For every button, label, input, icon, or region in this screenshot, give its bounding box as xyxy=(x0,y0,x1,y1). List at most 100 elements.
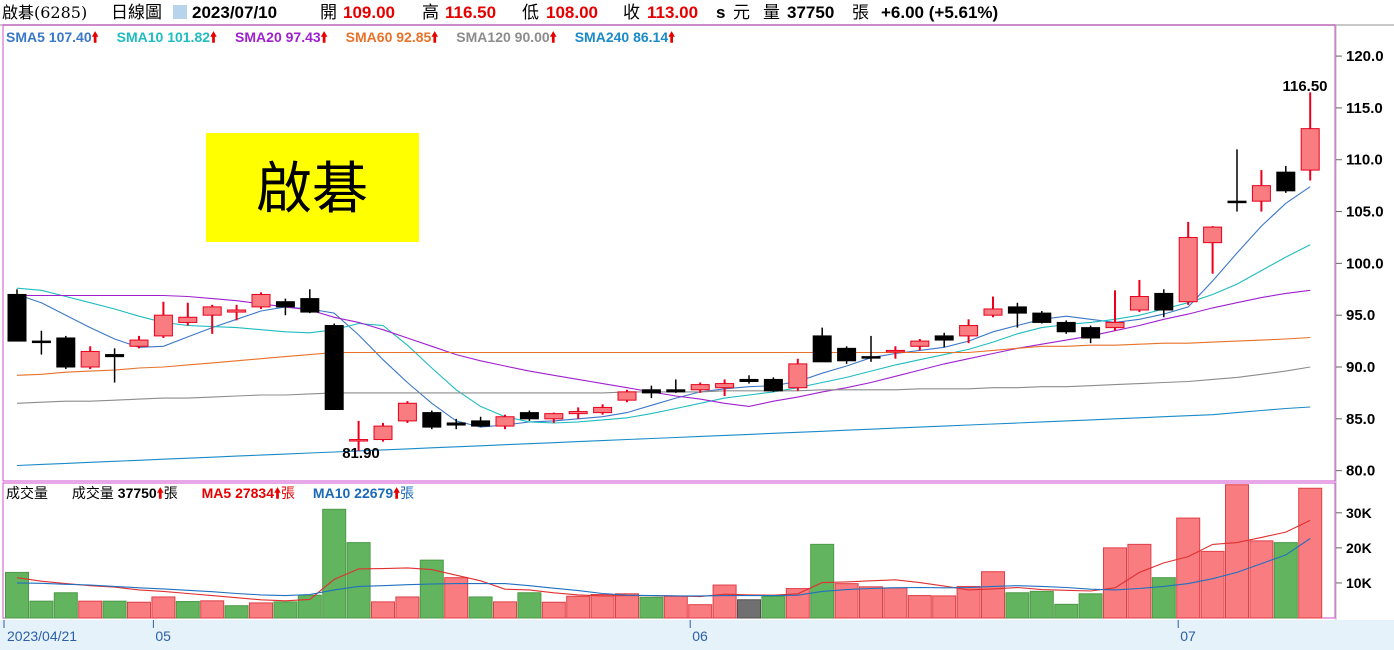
candle xyxy=(227,304,247,321)
volume-bar xyxy=(346,542,371,619)
low-marker-label: 81.90 xyxy=(342,445,380,462)
volume-legend-unit: 張 xyxy=(163,485,178,501)
price-tick-label: 120.0 xyxy=(1346,48,1384,65)
sma-line-sma5 xyxy=(16,186,1311,428)
high-marker-label: 116.50 xyxy=(1282,78,1327,95)
sma-legend-item-sma240: SMA240 86.14🠙 xyxy=(575,29,675,45)
candle-body xyxy=(837,347,857,362)
close-label: 收 xyxy=(623,3,640,22)
candle xyxy=(202,304,222,334)
candle-body xyxy=(251,293,271,308)
period-dropdown-icon[interactable] xyxy=(173,5,187,19)
candle-body xyxy=(788,363,808,389)
volume-legend-label: 成交量 xyxy=(71,485,114,501)
candle xyxy=(1154,289,1174,318)
candle xyxy=(519,410,539,421)
candle-body xyxy=(80,350,100,368)
volume-bar xyxy=(175,601,200,619)
price-axis: 120.0 115.0 110.0 105.0 100.0 95.0 90.0 85.0 80.… xyxy=(1336,48,1384,480)
vol-ma10-label: MA10 xyxy=(312,485,351,501)
candle-body xyxy=(1300,128,1320,171)
stock-name: 啟碁(6285) xyxy=(2,3,88,22)
date-label: 05 xyxy=(155,628,171,644)
close-suffix: s xyxy=(716,3,726,22)
watermark-box xyxy=(206,133,419,242)
candle xyxy=(593,404,613,415)
volume-bar xyxy=(956,585,981,619)
volume-bar xyxy=(517,592,542,619)
volume-bar xyxy=(444,577,469,619)
candle-body xyxy=(763,378,783,392)
candle-body xyxy=(593,406,613,414)
volume-bar xyxy=(297,594,322,619)
candle-body xyxy=(885,349,905,353)
candle xyxy=(1007,302,1027,328)
candle-body xyxy=(544,413,564,420)
candle-body xyxy=(910,340,930,347)
volume-label: 量 xyxy=(763,3,780,22)
candle xyxy=(959,319,979,344)
volume-legend-value: 37750 xyxy=(117,485,157,501)
volume-value: 37750 xyxy=(787,3,835,22)
volume-bar xyxy=(371,601,395,619)
sma-legend-item-sma20: SMA20 97.43🠙 xyxy=(235,29,328,45)
candle-body xyxy=(1227,200,1247,204)
volume-bar xyxy=(1127,543,1152,619)
candle xyxy=(666,379,686,393)
candle xyxy=(275,298,295,316)
candle xyxy=(397,401,417,423)
candle-body xyxy=(690,384,710,391)
volume-bar xyxy=(1273,542,1298,619)
candle xyxy=(1251,170,1271,212)
volume-bar xyxy=(29,600,54,619)
candle-body xyxy=(471,420,491,427)
arrow-up-icon: 🠙 xyxy=(393,485,401,501)
candle xyxy=(812,327,832,363)
candle-body xyxy=(105,354,125,358)
arrow-up-icon: 🠙 xyxy=(668,29,676,45)
candle-body xyxy=(31,340,51,344)
price-tick-label: 80.0 xyxy=(1346,463,1375,480)
sma-legend-text: SMA240 86.14 xyxy=(574,29,669,45)
volume-bar xyxy=(249,602,273,619)
volume-unit: 張 xyxy=(852,3,869,22)
date-label: 06 xyxy=(692,628,708,644)
candle xyxy=(544,412,564,423)
volume-bar xyxy=(737,599,761,619)
volume-bar xyxy=(200,600,225,619)
vol-ma5-value: 27834 xyxy=(235,485,275,501)
arrow-up-icon: 🠙 xyxy=(320,29,328,45)
volume-bar xyxy=(541,601,566,619)
volume-bar xyxy=(883,587,908,619)
volume-bar xyxy=(53,592,78,619)
volume-bar xyxy=(5,571,29,619)
candle-body xyxy=(934,335,954,341)
price-tick-label: 115.0 xyxy=(1346,100,1383,117)
volume-bar xyxy=(273,601,298,619)
candle xyxy=(715,379,735,397)
candle xyxy=(1300,92,1320,181)
candle-body xyxy=(519,412,539,420)
candle-body xyxy=(568,411,588,415)
price-tick-label: 85.0 xyxy=(1346,411,1375,428)
candle-body xyxy=(715,383,735,389)
volume-bar xyxy=(1298,487,1323,619)
candle xyxy=(422,410,442,430)
volume-ma10-line xyxy=(16,538,1311,597)
volume-bar xyxy=(1176,517,1201,619)
candle xyxy=(934,332,954,348)
volume-bar xyxy=(810,543,835,619)
candle-body xyxy=(1276,171,1296,192)
candle xyxy=(105,348,125,383)
candle-body xyxy=(178,316,198,323)
quote-date: 2023/07/10 xyxy=(192,3,278,22)
candle-body xyxy=(153,314,173,337)
candle xyxy=(690,382,710,393)
volume-bar xyxy=(493,601,517,619)
candle-body xyxy=(1203,226,1223,244)
volume-bar xyxy=(1054,603,1079,619)
volume-tick-label: 20K xyxy=(1346,540,1372,556)
sma-legend-text: SMA10 101.82 xyxy=(116,29,211,45)
volume-bar xyxy=(395,596,420,619)
